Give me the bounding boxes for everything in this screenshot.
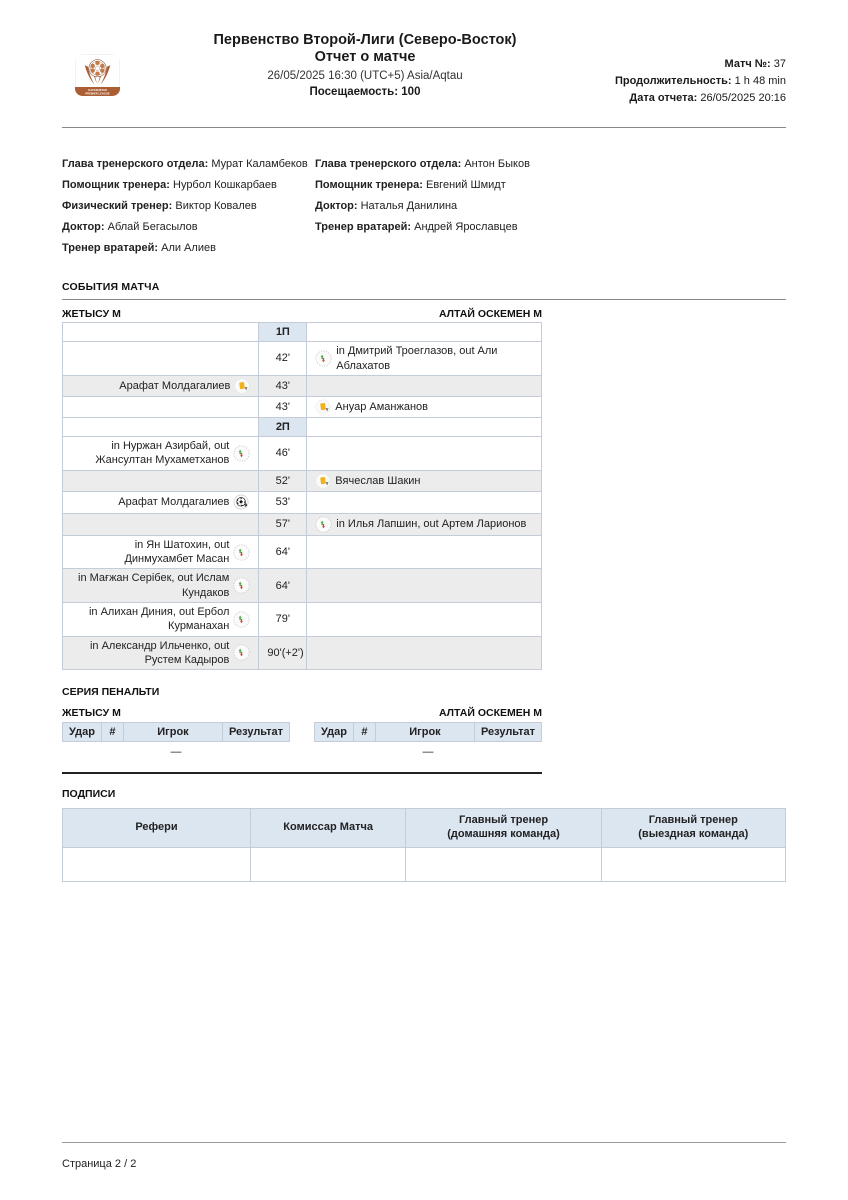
svg-text:Y: Y [326,481,329,486]
svg-text:Y: Y [245,386,248,391]
svg-text:PREMIER LEAGUE: PREMIER LEAGUE [85,91,109,95]
svg-text:KAZAKHSTAN: KAZAKHSTAN [88,88,107,92]
svg-text:Y: Y [326,407,329,412]
